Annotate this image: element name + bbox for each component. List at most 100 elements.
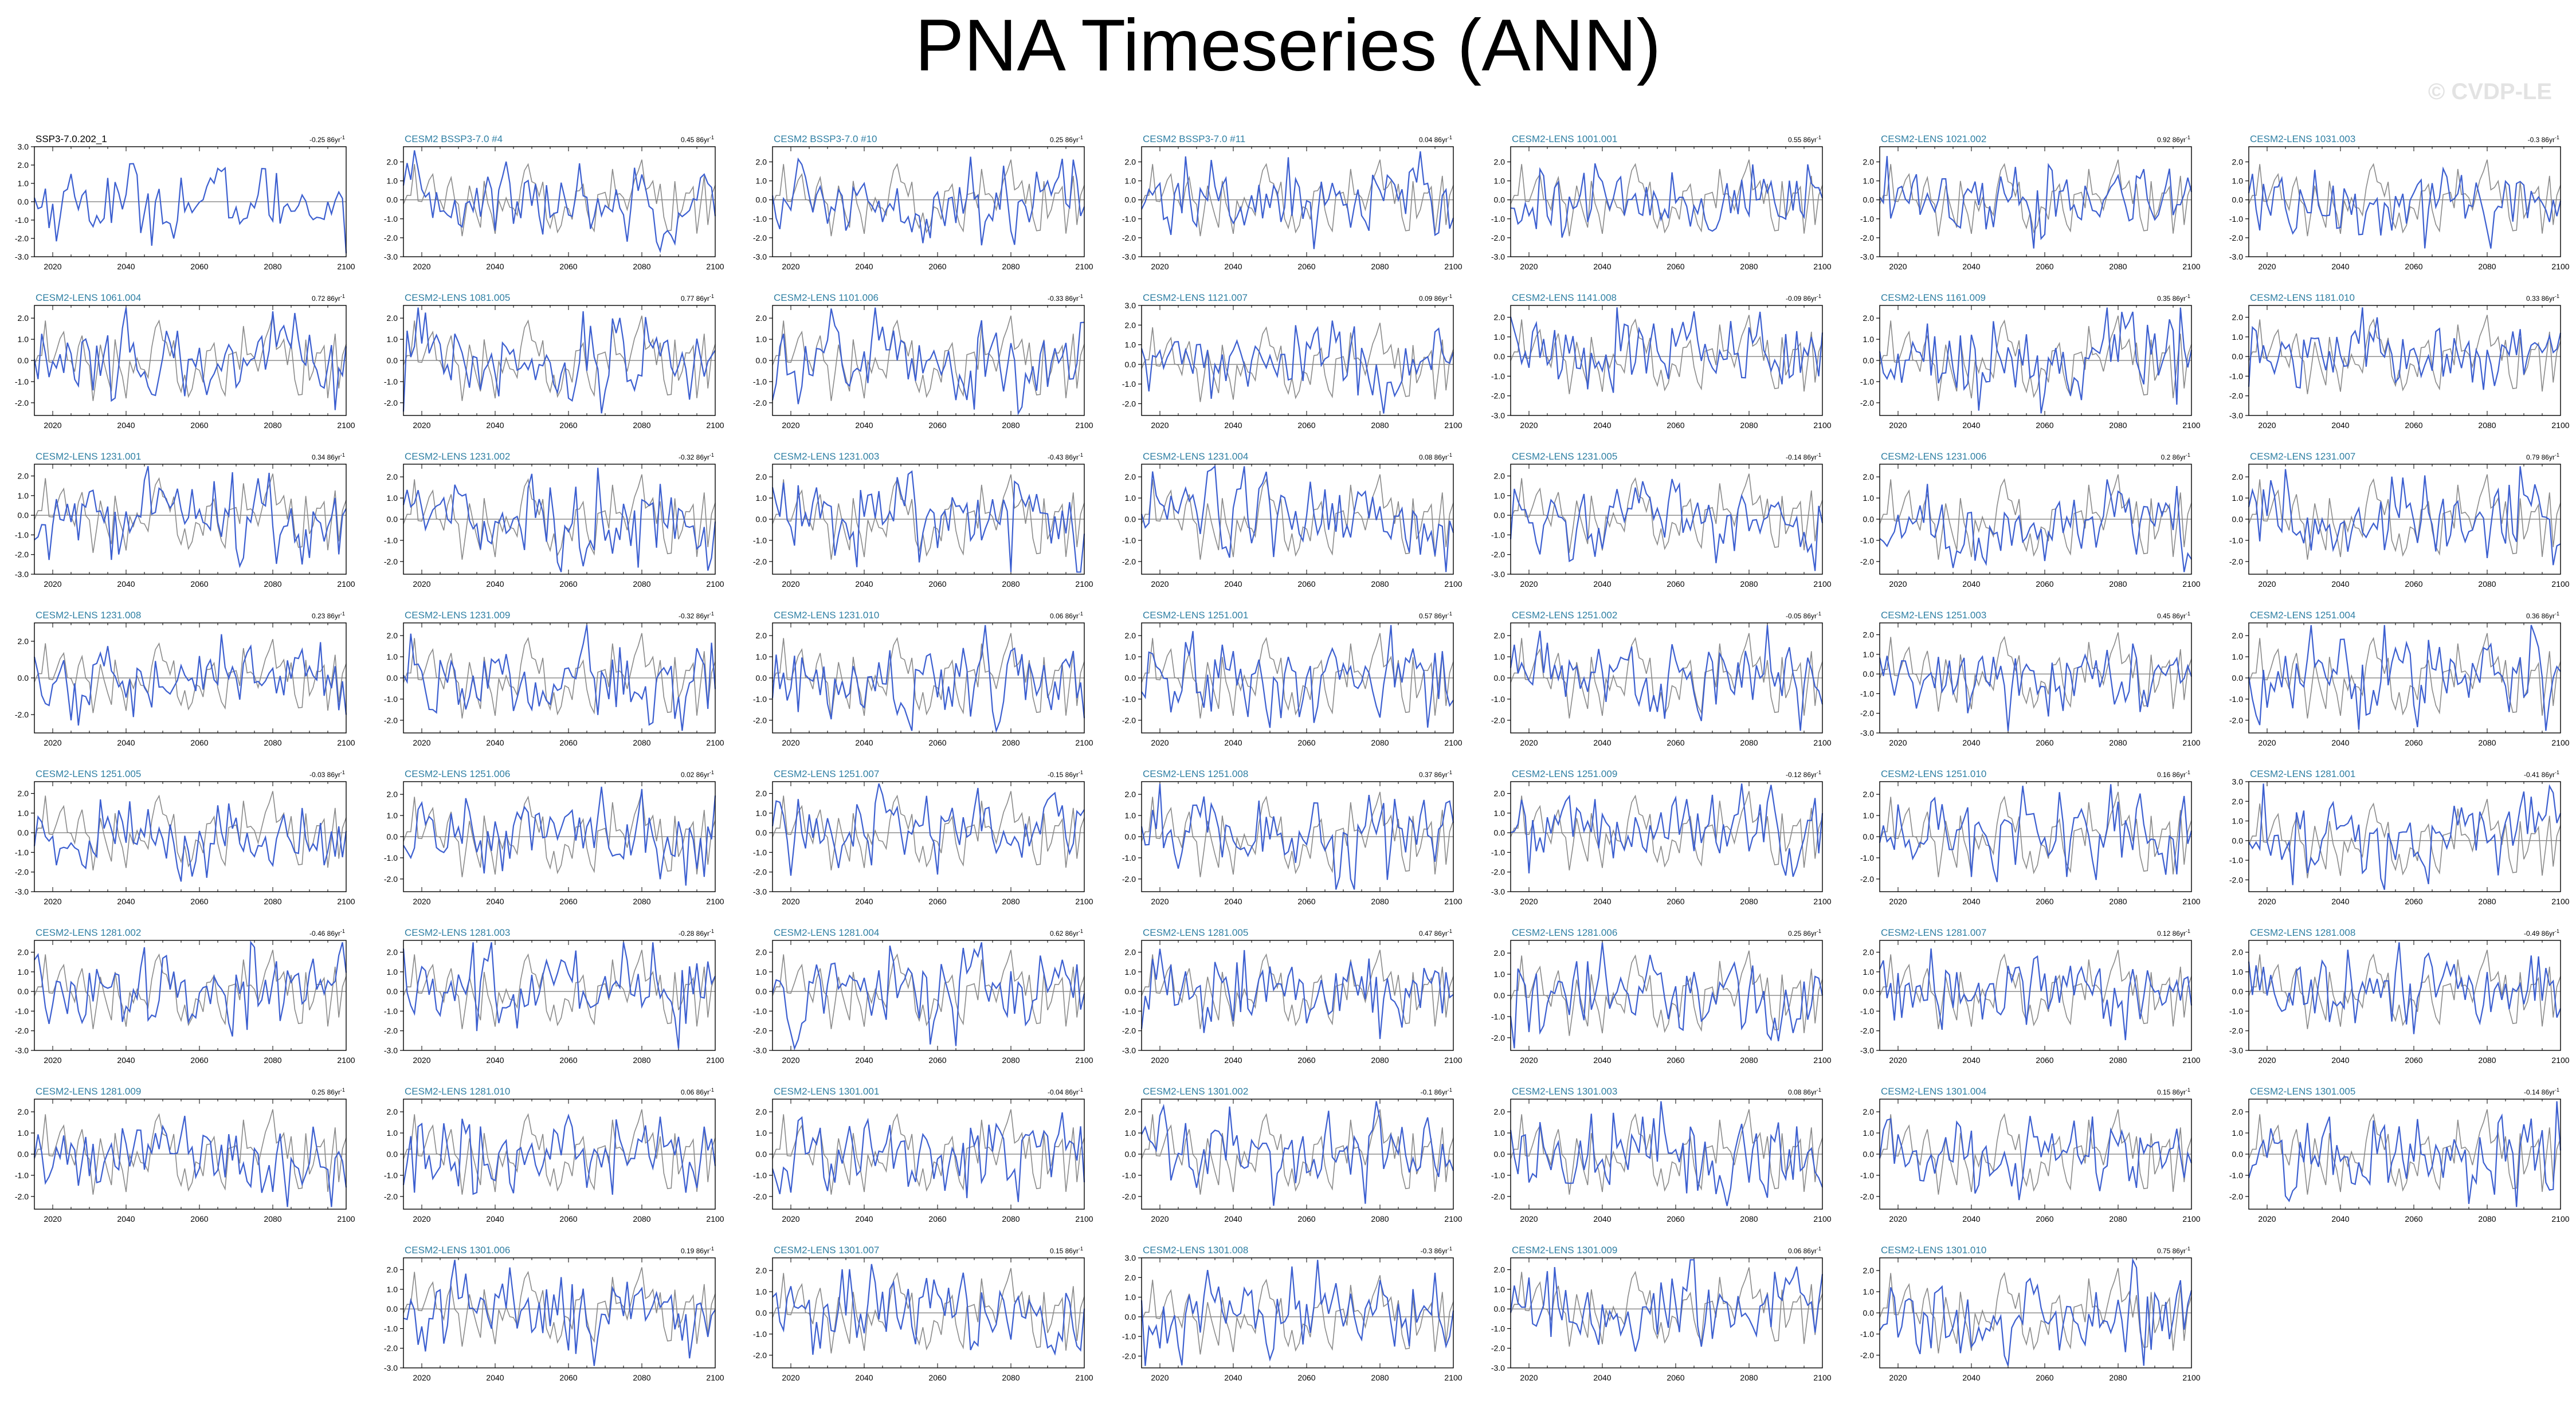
x-tick-label: 2100 bbox=[337, 262, 355, 271]
x-tick-label: 2080 bbox=[2109, 897, 2127, 906]
chart-panel: CESM2-LENS 1251.004 0.36 86yr-1 2.0 1.0 0.0 -… bbox=[2229, 600, 2576, 749]
reference-series-line bbox=[2248, 799, 2561, 878]
trend-label: 0.19 86yr-1 bbox=[681, 1246, 714, 1255]
x-tick-label: 2020 bbox=[2258, 738, 2276, 747]
x-tick-label: 2040 bbox=[117, 579, 135, 589]
chart-panel-svg: CESM2-LENS 1231.004 0.08 86yr-1 2.0 1.0 0.0 -… bbox=[1122, 451, 1463, 589]
reference-series-line bbox=[2248, 159, 2561, 237]
x-tick-label: 2100 bbox=[706, 897, 724, 906]
chart-panel-svg: CESM2-LENS 1281.005 0.47 86yr-1 2.0 1.0 0.0 -… bbox=[1122, 927, 1463, 1065]
y-tick-label: 1.0 bbox=[387, 177, 398, 186]
y-tick-label: 1.0 bbox=[2232, 1128, 2244, 1138]
y-tick-label: -3.0 bbox=[1860, 728, 1874, 738]
x-tick-label: 2040 bbox=[1224, 1373, 1242, 1382]
member-series-line bbox=[1140, 1260, 1454, 1366]
x-tick-label: 2020 bbox=[1520, 897, 1538, 906]
member-series-line bbox=[771, 942, 1085, 1051]
x-tick-label: 2040 bbox=[2331, 738, 2349, 747]
y-tick-label: 1.0 bbox=[1494, 652, 1505, 661]
y-tick-label: 1.0 bbox=[18, 1128, 29, 1138]
y-tick-label: 0.0 bbox=[387, 515, 398, 524]
y-tick-label: 1.0 bbox=[1863, 650, 1875, 659]
panel-label: CESM2-LENS 1281.001 bbox=[2250, 768, 2355, 779]
plot-frame bbox=[403, 464, 716, 575]
y-tick-label: 2.0 bbox=[1125, 320, 1136, 330]
reference-series-line bbox=[1141, 474, 1454, 560]
x-tick-label: 2040 bbox=[1593, 1214, 1611, 1223]
x-tick-label: 2100 bbox=[1813, 738, 1831, 747]
chart-panel: CESM2-LENS 1281.010 0.06 86yr-1 2.0 1.0 0.0 -… bbox=[384, 1076, 753, 1225]
y-tick-label: -2.0 bbox=[15, 1192, 29, 1201]
chart-panel-svg: CESM2-LENS 1231.003 -0.43 86yr-1 2.0 1.0 0.0… bbox=[753, 451, 1093, 589]
y-tick-label: -1.0 bbox=[753, 1171, 767, 1180]
y-tick-label: -3.0 bbox=[753, 252, 767, 261]
reference-series-line bbox=[34, 315, 347, 401]
plot-frame bbox=[1510, 940, 1823, 1051]
x-tick-label: 2040 bbox=[1224, 262, 1242, 271]
plot-frame bbox=[772, 146, 1085, 257]
reference-series-line bbox=[34, 950, 347, 1029]
member-series-line bbox=[2248, 466, 2561, 566]
x-tick-label: 2060 bbox=[2405, 421, 2422, 430]
chart-panel: CESM2-LENS 1231.003 -0.43 86yr-1 2.0 1.0 0.0… bbox=[753, 441, 1122, 590]
x-tick-label: 2020 bbox=[44, 579, 61, 589]
trend-label: -0.49 86yr-1 bbox=[2524, 928, 2559, 938]
y-tick-label: 2.0 bbox=[756, 631, 767, 640]
y-tick-label: -3.0 bbox=[753, 1046, 767, 1055]
y-tick-label: -1.0 bbox=[1491, 371, 1505, 381]
y-tick-label: -2.0 bbox=[1860, 233, 1874, 242]
x-tick-label: 2100 bbox=[2182, 262, 2200, 271]
x-tick-label: 2020 bbox=[1520, 1373, 1538, 1382]
x-tick-label: 2080 bbox=[1002, 1373, 1020, 1382]
x-tick-label: 2100 bbox=[1075, 421, 1093, 430]
y-tick-label: 1.0 bbox=[756, 335, 767, 344]
trend-label: 0.25 86yr-1 bbox=[1788, 928, 1821, 938]
reference-series-line bbox=[2248, 633, 2561, 719]
x-tick-label: 2040 bbox=[855, 579, 873, 589]
y-tick-label: -1.0 bbox=[1860, 1171, 1874, 1180]
chart-panel: CESM2-LENS 1251.003 0.45 86yr-1 2.0 1.0 0.0 -… bbox=[1860, 600, 2229, 749]
trend-label: -0.3 86yr-1 bbox=[1421, 1246, 1452, 1255]
y-tick-label: 2.0 bbox=[1863, 1266, 1875, 1275]
x-tick-label: 2040 bbox=[855, 897, 873, 906]
reference-series-line bbox=[2248, 1109, 2561, 1195]
x-tick-label: 2100 bbox=[1444, 421, 1462, 430]
chart-panel: CESM2-LENS 1251.008 0.37 86yr-1 2.0 1.0 0.0 -… bbox=[1122, 759, 1491, 908]
x-tick-label: 2100 bbox=[337, 421, 355, 430]
chart-panel-svg: CESM2-LENS 1251.001 0.57 86yr-1 2.0 1.0 0.0 -… bbox=[1122, 610, 1463, 747]
x-tick-label: 2060 bbox=[2405, 579, 2422, 589]
reference-series-line bbox=[1510, 315, 1823, 394]
x-tick-label: 2100 bbox=[337, 738, 355, 747]
y-tick-label: 0.0 bbox=[1125, 195, 1136, 205]
x-tick-label: 2100 bbox=[1444, 738, 1462, 747]
x-tick-label: 2080 bbox=[2109, 738, 2127, 747]
x-tick-label: 2040 bbox=[2331, 421, 2349, 430]
y-tick-label: -1.0 bbox=[753, 214, 767, 223]
x-tick-label: 2020 bbox=[44, 262, 61, 271]
y-tick-label: 2.0 bbox=[387, 1107, 398, 1116]
y-tick-label: 1.0 bbox=[387, 335, 398, 344]
x-tick-label: 2080 bbox=[264, 421, 281, 430]
member-series-line bbox=[34, 466, 347, 568]
trend-label: 0.08 86yr-1 bbox=[1419, 452, 1452, 461]
y-tick-label: 1.0 bbox=[1125, 811, 1136, 820]
y-tick-label: 2.0 bbox=[1125, 631, 1136, 640]
reference-series-line bbox=[403, 633, 716, 719]
y-tick-label: 2.0 bbox=[1125, 790, 1136, 799]
y-tick-label: 1.0 bbox=[1494, 332, 1505, 342]
y-tick-label: -1.0 bbox=[15, 215, 29, 225]
chart-panel-svg: CESM2-LENS 1251.007 -0.15 86yr-1 2.0 1.0 0.0… bbox=[753, 768, 1093, 906]
y-tick-label: -2.0 bbox=[1491, 550, 1505, 559]
y-tick-label: -2.0 bbox=[2229, 233, 2243, 242]
y-tick-label: -3.0 bbox=[15, 570, 29, 579]
reference-series-line bbox=[1879, 315, 2192, 401]
x-tick-label: 2040 bbox=[1962, 897, 1980, 906]
x-tick-label: 2040 bbox=[1962, 1373, 1980, 1382]
x-tick-label: 2020 bbox=[2258, 421, 2276, 430]
y-tick-label: 2.0 bbox=[1125, 948, 1136, 957]
x-tick-label: 2060 bbox=[1667, 1214, 1684, 1223]
member-series-line bbox=[1879, 1257, 2193, 1366]
member-series-line bbox=[2248, 783, 2562, 890]
plot-frame bbox=[2248, 940, 2561, 1051]
y-tick-label: 1.0 bbox=[1125, 1293, 1136, 1302]
